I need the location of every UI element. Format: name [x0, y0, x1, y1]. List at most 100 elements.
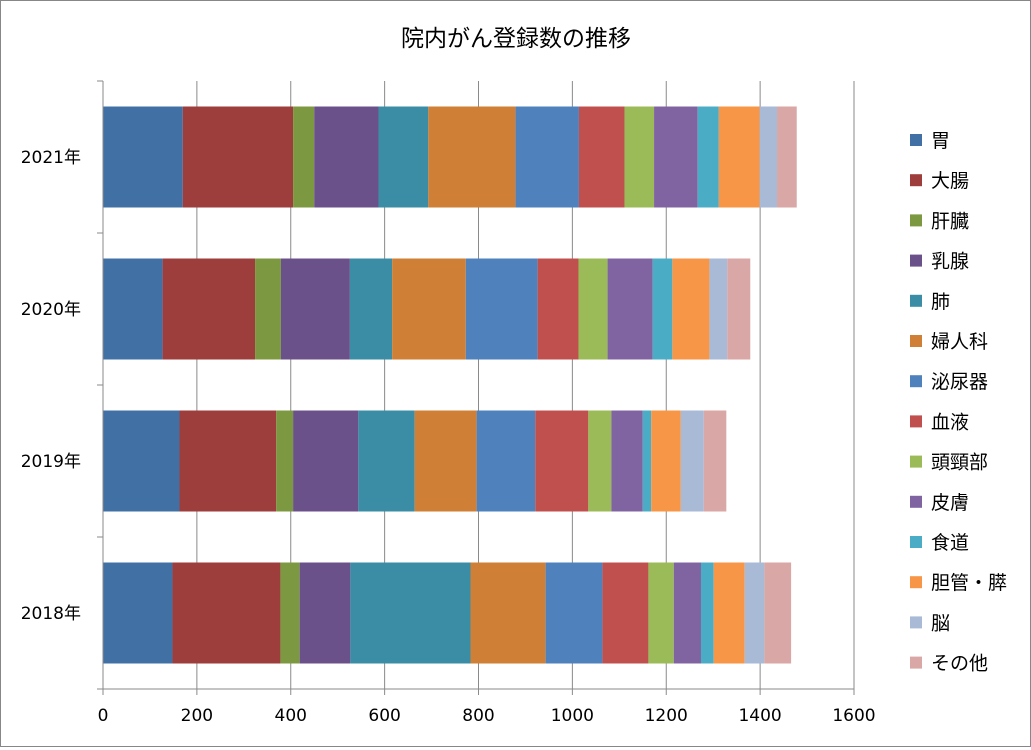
bar-segment — [182, 106, 294, 208]
bar-segment — [602, 562, 649, 664]
bar-segment — [428, 106, 516, 208]
bar-segment — [709, 258, 728, 360]
legend-swatch — [910, 214, 922, 227]
x-tick-label: 1400 — [738, 706, 781, 726]
x-tick-label: 0 — [98, 706, 109, 726]
x-tick-label: 600 — [368, 706, 400, 726]
bar-segment — [648, 562, 674, 664]
legend-swatch — [910, 616, 922, 629]
legend-swatch — [910, 294, 922, 307]
x-tick-label: 1600 — [832, 706, 875, 726]
bar-segment — [103, 410, 180, 512]
bar-segment — [607, 258, 653, 360]
legend-swatch — [910, 415, 922, 428]
bar-segment — [350, 562, 471, 664]
bar-segment — [280, 562, 300, 664]
bar-segment — [378, 106, 429, 208]
axes — [97, 80, 855, 695]
bar-segment — [515, 106, 579, 208]
legend-swatch — [910, 455, 922, 468]
bar-segment — [103, 562, 173, 664]
legend-swatch — [910, 335, 922, 347]
bar-segment — [476, 410, 536, 512]
bar-segment — [537, 258, 579, 360]
bar-segment — [642, 410, 652, 512]
bar-segment — [276, 410, 294, 512]
x-tick-label: 400 — [275, 706, 307, 726]
bar-segment — [672, 258, 710, 360]
legend-label: 肺 — [931, 291, 950, 313]
bar-segment — [764, 562, 792, 664]
bar-segment — [652, 258, 673, 360]
bar-segment — [727, 258, 751, 360]
x-tick-label: 800 — [462, 706, 494, 726]
bar-segment — [718, 106, 760, 208]
legend-label: 頭頸部 — [931, 452, 988, 474]
legend-label: 乳腺 — [931, 251, 969, 273]
bar-segment — [680, 410, 704, 512]
bar-segment — [103, 106, 183, 208]
bar-segment — [299, 562, 351, 664]
legend-swatch — [910, 576, 922, 589]
legend-swatch — [910, 375, 922, 388]
legend-label: 胃 — [931, 130, 950, 152]
legend-swatch — [910, 134, 922, 146]
legend-swatch — [910, 174, 922, 187]
y-tick-label: 2019年 — [21, 452, 81, 472]
bar-segment — [103, 258, 163, 360]
legend-label: 胆管・膵 — [931, 572, 1007, 594]
bar-segment — [293, 106, 315, 208]
bar-segment — [713, 562, 745, 664]
bar-segment — [470, 562, 546, 664]
bar-segment — [349, 258, 393, 360]
bar-segment — [465, 258, 538, 360]
bar-segment — [172, 562, 281, 664]
legend-label: 大腸 — [931, 170, 969, 192]
x-tick-labels: 0 200 400 600 800 1000 1200 1400 1600 — [98, 706, 876, 726]
bar-segment — [578, 106, 625, 208]
bar-segment — [545, 562, 603, 664]
legend-swatch — [910, 536, 922, 548]
x-tick-label: 1200 — [645, 706, 688, 726]
bar-segment — [280, 258, 350, 360]
bar-segment — [697, 106, 719, 208]
bar-segment — [611, 410, 643, 512]
y-tick-label: 2021年 — [21, 148, 81, 168]
chart-title: 院内がん登録数の推移 — [401, 26, 631, 52]
bar-segment — [700, 562, 714, 664]
legend-label: 婦人科 — [931, 331, 988, 353]
bar-segment — [392, 258, 466, 360]
bar-segment — [293, 410, 359, 512]
bar-segment — [255, 258, 281, 360]
legend-label: その他 — [931, 653, 988, 675]
bar-segment — [744, 562, 765, 664]
legend-swatch — [910, 656, 922, 669]
legend-swatch — [910, 495, 922, 508]
bar-segment — [588, 410, 612, 512]
bar-segment — [624, 106, 655, 208]
x-tick-label: 200 — [181, 706, 213, 726]
y-tick-label: 2018年 — [21, 604, 81, 624]
legend-label: 血液 — [931, 411, 969, 433]
bar-segment — [651, 410, 681, 512]
legend-label: 脳 — [931, 612, 950, 634]
bar-segment — [535, 410, 589, 512]
bar-segment — [358, 410, 415, 512]
legend-label: 肝臓 — [931, 210, 969, 232]
legend-label: 食道 — [931, 532, 969, 554]
bar-segment — [162, 258, 256, 360]
y-tick-labels: 2018年 2019年 2020年 2021年 — [21, 148, 81, 624]
bar-segments — [103, 106, 797, 664]
y-tick-label: 2020年 — [21, 300, 81, 320]
legend-label: 皮膚 — [931, 492, 969, 514]
bar-segment — [314, 106, 379, 208]
bar-segment — [673, 562, 701, 664]
bar-segment — [179, 410, 277, 512]
bar-segment — [414, 410, 477, 512]
bar-segment — [703, 410, 727, 512]
legend-swatch — [910, 254, 922, 267]
legend-label: 泌尿器 — [931, 371, 988, 393]
